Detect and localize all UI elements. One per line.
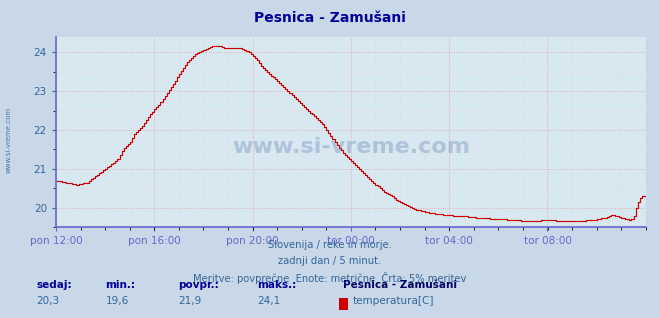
Text: Slovenija / reke in morje.: Slovenija / reke in morje.: [268, 240, 391, 250]
Text: zadnji dan / 5 minut.: zadnji dan / 5 minut.: [278, 256, 381, 266]
Text: www.si-vreme.com: www.si-vreme.com: [232, 137, 470, 157]
Text: temperatura[C]: temperatura[C]: [353, 296, 434, 306]
Text: www.si-vreme.com: www.si-vreme.com: [5, 107, 11, 173]
Text: sedaj:: sedaj:: [36, 280, 72, 290]
Text: 19,6: 19,6: [105, 296, 129, 306]
Text: Pesnica - Zamušani: Pesnica - Zamušani: [343, 280, 457, 290]
Text: 20,3: 20,3: [36, 296, 59, 306]
Text: Pesnica - Zamušani: Pesnica - Zamušani: [254, 11, 405, 25]
Text: min.:: min.:: [105, 280, 136, 290]
Text: maks.:: maks.:: [257, 280, 297, 290]
Text: 21,9: 21,9: [178, 296, 201, 306]
Text: 24,1: 24,1: [257, 296, 280, 306]
Text: povpr.:: povpr.:: [178, 280, 219, 290]
Text: Meritve: povprečne  Enote: metrične  Črta: 5% meritev: Meritve: povprečne Enote: metrične Črta:…: [193, 272, 466, 284]
